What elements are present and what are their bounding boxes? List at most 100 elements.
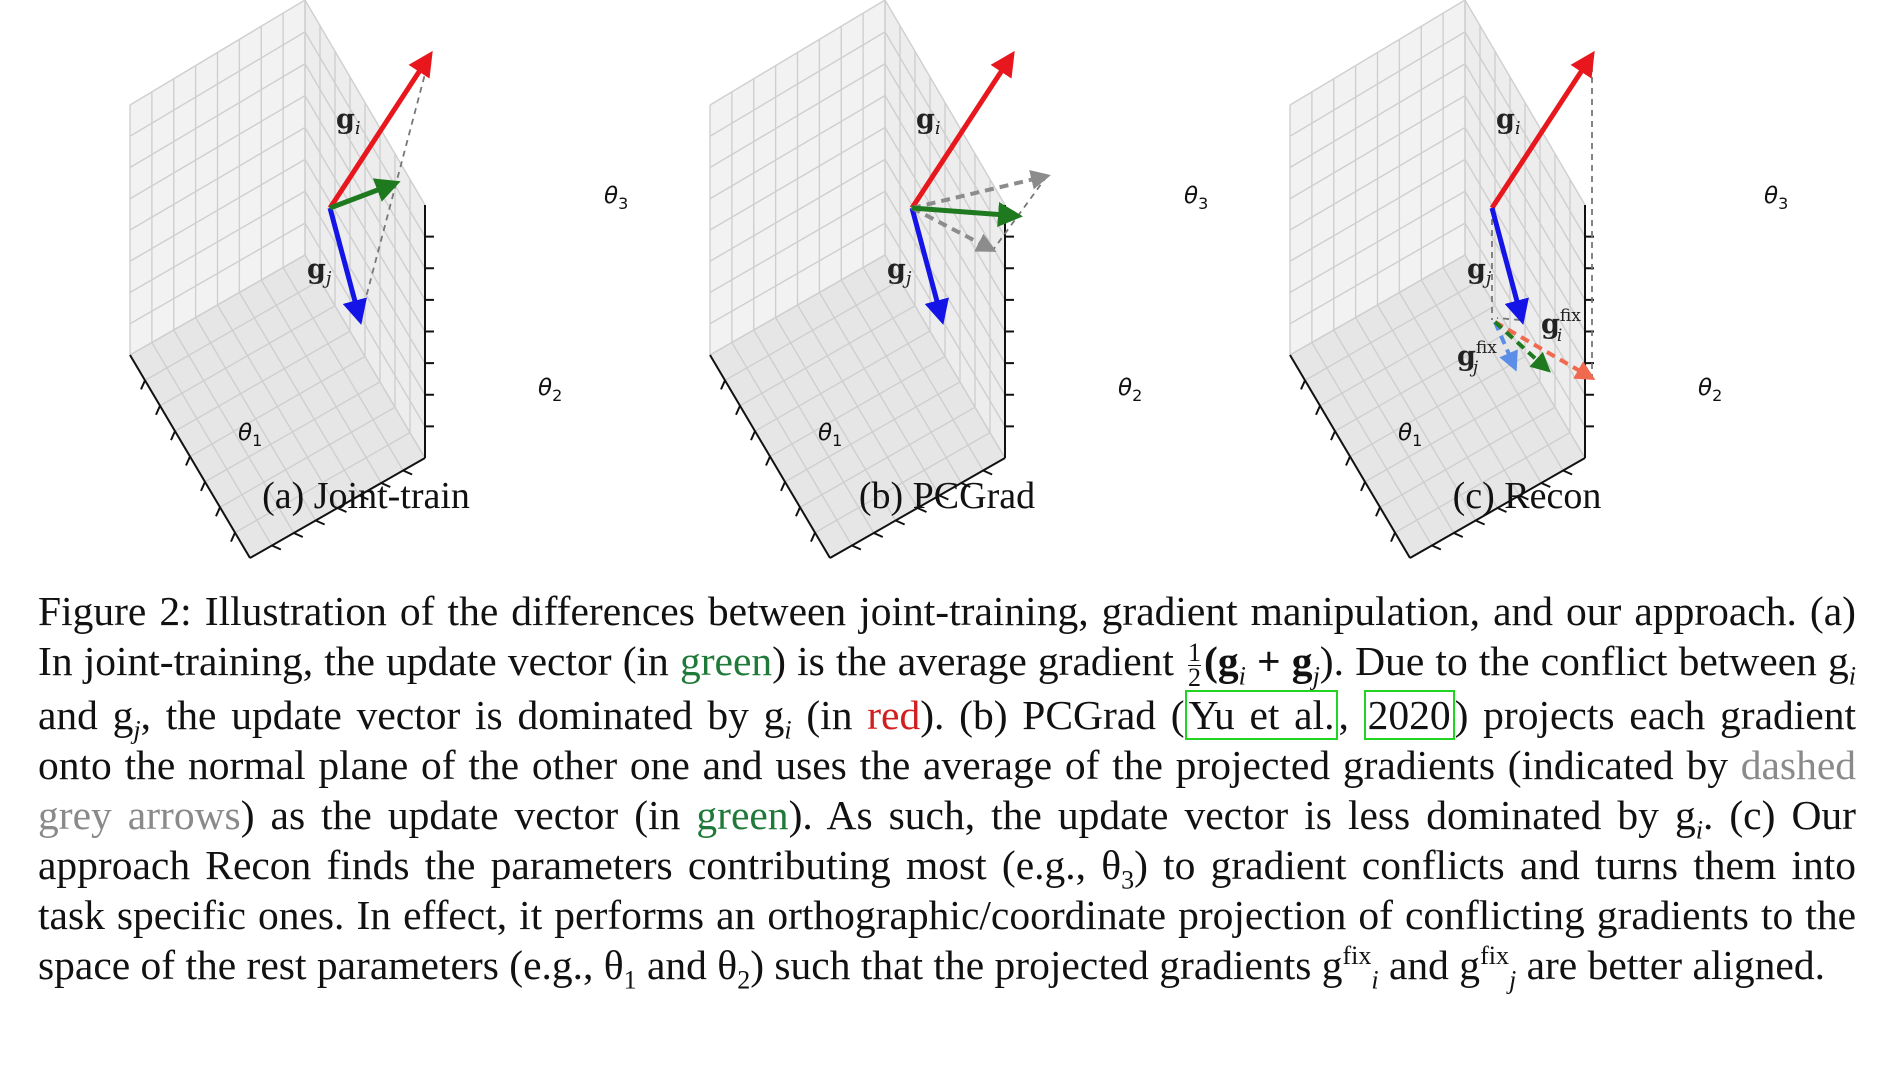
gi-label: gi [1496, 104, 1521, 139]
gi-arrow [909, 50, 1015, 210]
grid-line [129, 31, 306, 137]
grid-line [884, 254, 1006, 459]
tick [720, 379, 726, 390]
caption-green-word: green [679, 638, 773, 684]
caption-text: ). (b) PCGrad ( [920, 691, 1185, 738]
tick [1518, 494, 1529, 501]
grid-line [784, 381, 961, 483]
panel-a: θ1 θ2 θ3 [129, 0, 628, 559]
grid-line [304, 95, 426, 301]
citation-link-year[interactable]: 2020 [1363, 689, 1455, 740]
caption-label: Figure 2: [38, 588, 192, 634]
update-arrow [329, 178, 401, 211]
tick [140, 379, 146, 390]
caption-text: , the update vector is dominated by g [140, 691, 785, 738]
grid-line [884, 95, 1006, 301]
tick [765, 456, 771, 466]
citation-link-author[interactable]: Yu et al. [1184, 689, 1339, 740]
subcaption-a: (a) Joint-train [262, 475, 470, 517]
tick [795, 506, 801, 517]
grid-line [304, 127, 426, 332]
tick [155, 405, 161, 416]
grid-line [769, 355, 946, 458]
tick [873, 532, 884, 538]
tick [200, 481, 206, 492]
caption-text: ) as the update vector (in [240, 791, 697, 838]
grid-line [799, 406, 976, 508]
caption-text: ) projects each gradient onto the normal… [38, 691, 1856, 788]
caption-text: ) such that the projected gradients g [750, 941, 1343, 988]
theta3-label: θ3 [1184, 183, 1208, 213]
grid-line [1379, 406, 1556, 508]
tick [735, 405, 741, 416]
grid-line [304, 63, 426, 269]
caption-text: and g [38, 691, 134, 738]
tick [1475, 519, 1486, 526]
caption-math: + g [1245, 638, 1313, 684]
tick [337, 507, 347, 513]
tick [380, 482, 391, 488]
tick [230, 532, 236, 543]
tick [960, 482, 971, 488]
grid-line [260, 279, 382, 484]
grid-line [1289, 95, 1466, 200]
theta2-label: θ2 [538, 375, 562, 405]
tick [1431, 544, 1442, 551]
tick [895, 519, 906, 526]
tick [917, 507, 927, 513]
grid-line [1464, 95, 1586, 301]
grid-line [1464, 0, 1586, 206]
panel-b: θ1 θ2 θ3 [709, 0, 1208, 559]
tick [215, 506, 221, 517]
grid-line [1349, 355, 1526, 458]
caption-text: ) is the average gradient [772, 638, 1186, 684]
caption-text: and θ [636, 941, 738, 988]
theta1-label: θ1 [238, 420, 262, 450]
tick [1540, 482, 1551, 488]
tick [1562, 469, 1573, 476]
tick [1315, 405, 1321, 416]
grid-line [1464, 127, 1586, 332]
gj-fix-label: gfix j [1457, 338, 1497, 378]
gj-label: gj [1467, 254, 1492, 289]
grid-line [1289, 63, 1466, 169]
theta3-label: θ3 [604, 183, 628, 213]
tick [1345, 456, 1351, 466]
grid-line [709, 126, 886, 231]
tick [851, 544, 862, 551]
tick [1390, 532, 1396, 543]
grid-line [709, 95, 886, 200]
grid-line [884, 31, 1006, 237]
grid-line [884, 0, 1006, 206]
grid-line [1420, 279, 1542, 484]
tick [1360, 481, 1366, 492]
theta1-label: θ1 [818, 420, 842, 450]
tick [1453, 532, 1464, 538]
gj-fix-arrow [1493, 321, 1518, 372]
panel-c: θ1 θ2 θ3 [1289, 0, 1788, 559]
gj-arrow [1489, 207, 1529, 325]
grid-line [709, 63, 886, 169]
gi-label: gi [336, 104, 361, 139]
grid-line [304, 31, 426, 237]
grid-line [189, 355, 366, 458]
grid-line [219, 406, 396, 508]
grid-line [1394, 432, 1571, 534]
grid-line [709, 0, 886, 106]
caption-grey-words: dashed grey arrows [38, 741, 1856, 838]
grid-line [304, 0, 426, 206]
grid-line [862, 267, 984, 471]
gi-arrow [327, 50, 433, 210]
gj-arrow [327, 207, 367, 325]
grid-line [282, 267, 404, 471]
tick [1330, 430, 1336, 441]
caption-text: (in [791, 691, 868, 738]
tick [938, 494, 949, 501]
grid-line [1464, 31, 1586, 237]
grid-line [814, 432, 991, 534]
grid-line [129, 95, 306, 200]
projected-gj-arrow [911, 206, 997, 252]
figure-panels: θ1 θ2 θ3 θ1 θ2 θ3 θ1 θ2 θ3 gi gj gi gj gi gj gfix i gfix j [129, 0, 1788, 559]
gj-label: gj [887, 254, 912, 289]
